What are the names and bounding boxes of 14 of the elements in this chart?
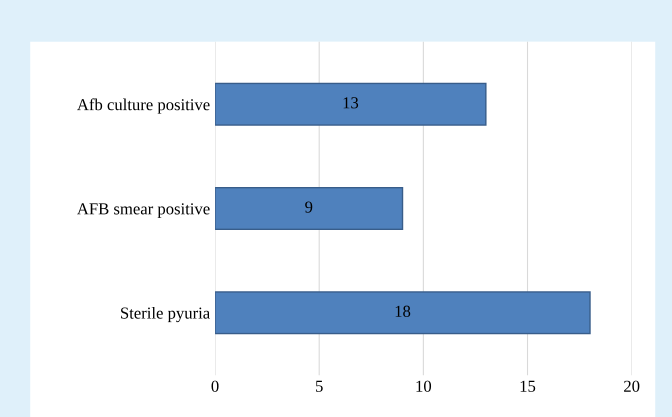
bar [215, 186, 404, 230]
x-tick-label: 0 [212, 380, 219, 392]
data-label: 13 [344, 97, 358, 108]
y-tick-label: AFB smear positive [77, 203, 210, 218]
data-label: 18 [396, 306, 410, 317]
bar [215, 291, 591, 334]
x-tick-label: 5 [316, 380, 323, 392]
y-tick-label: Sterile pyuria [121, 306, 210, 322]
x-tick-label: 20 [624, 380, 640, 392]
x-tick-label: 10 [416, 380, 432, 392]
y-tick-label: Afb culture positive [77, 98, 210, 114]
data-label: 9 [305, 201, 312, 213]
bar [215, 82, 487, 126]
x-tick-label: 15 [520, 380, 536, 392]
